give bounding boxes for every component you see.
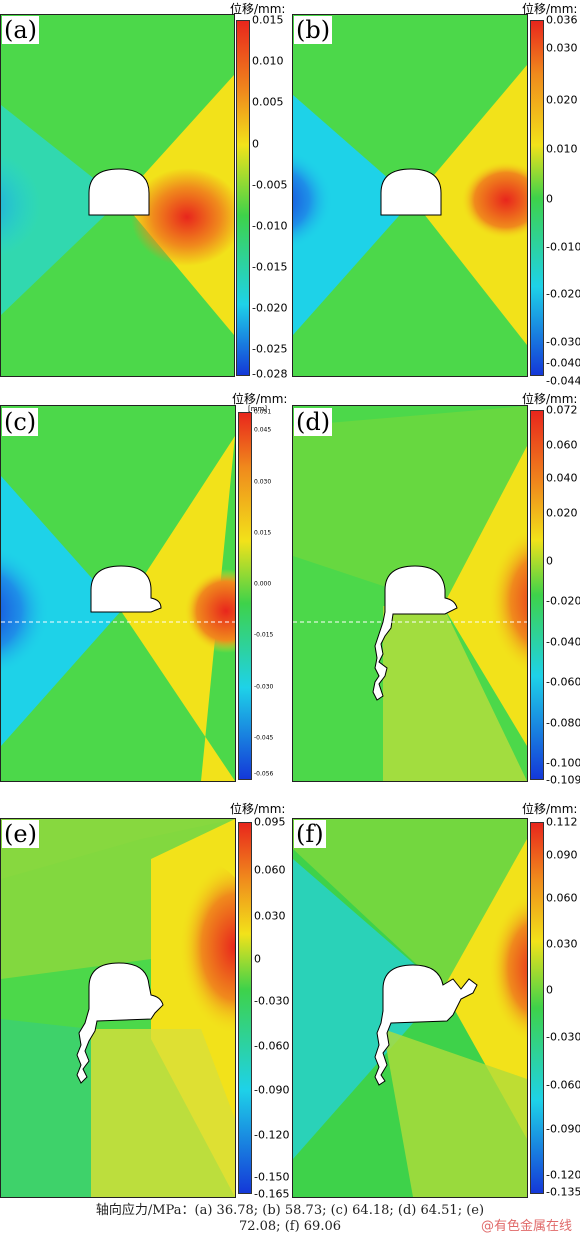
sub-unit-label: [mm] — [248, 405, 268, 413]
tick-label: 0.030 — [546, 41, 578, 55]
panel-label: (a) — [2, 16, 40, 44]
panel-label: (c) — [2, 408, 39, 436]
tick-label: 0.020 — [546, 506, 578, 520]
displacement-map-a — [0, 14, 235, 377]
tick-label: -0.135 — [546, 1185, 580, 1199]
tick-label: -0.044 — [546, 374, 580, 388]
colorbar — [530, 410, 544, 780]
tick-label: -0.015 — [252, 260, 288, 274]
tick-label: 0 — [254, 952, 261, 966]
colorbar — [530, 822, 544, 1194]
tick-label: -0.010 — [252, 219, 288, 233]
tick-label: -0.120 — [254, 1128, 290, 1142]
tick-label: -0.090 — [546, 1122, 580, 1136]
unit-label: 位移/mm: — [232, 392, 288, 406]
tick-label: 0.036 — [546, 13, 578, 27]
panel-label: (d) — [294, 408, 333, 436]
tick-label: 0.072 — [546, 403, 578, 417]
tick-label: 0.020 — [546, 93, 578, 107]
tick-label: 0.040 — [546, 471, 578, 485]
displacement-map-e — [0, 818, 236, 1198]
tick-label: -0.120 — [546, 1168, 580, 1182]
unit-label: 位移/mm: — [522, 2, 578, 16]
tick-label: -0.010 — [546, 240, 580, 254]
tick-label: -0.030 — [254, 994, 290, 1008]
unit-label: 位移/mm: — [522, 392, 578, 406]
tick-label: -0.080 — [546, 716, 580, 730]
tick-label: -0.015 — [254, 631, 274, 639]
tick-label: -0.045 — [254, 734, 274, 742]
tunnel-opening — [88, 168, 150, 216]
tick-label: 0.090 — [546, 848, 578, 862]
tick-label: -0.005 — [252, 178, 288, 192]
tick-label: 0.005 — [252, 95, 284, 109]
tick-label: 0.112 — [546, 815, 578, 829]
tick-label: -0.060 — [546, 675, 580, 689]
tick-label: 0 — [252, 137, 259, 151]
tunnel-opening — [372, 565, 458, 701]
panel-label: (e) — [2, 820, 39, 848]
colorbar — [236, 20, 250, 376]
tick-label: 0.051 — [254, 408, 272, 416]
tick-label: 0.060 — [546, 891, 578, 905]
tick-label: -0.165 — [254, 1187, 290, 1201]
tick-label: 0 — [546, 983, 553, 997]
tick-label: 0.010 — [546, 142, 578, 156]
tick-label: -0.020 — [546, 287, 580, 301]
tick-label: -0.030 — [254, 683, 274, 690]
tick-label: 0.045 — [254, 426, 272, 434]
watermark: @有色金属在线 — [480, 1219, 572, 1234]
tick-label: -0.060 — [254, 1039, 290, 1053]
tick-label: -0.109 — [546, 773, 580, 787]
unit-label: 位移/mm: — [230, 2, 286, 16]
colorbar — [530, 20, 544, 376]
tunnel-opening — [76, 962, 164, 1084]
unit-label: 位移/mm: — [522, 802, 578, 816]
tick-label: -0.030 — [546, 1030, 580, 1044]
tick-label: -0.028 — [252, 367, 288, 381]
tunnel-opening — [380, 168, 442, 216]
tick-label: 0 — [546, 554, 553, 568]
tick-label: -0.020 — [546, 594, 580, 608]
tick-label: 0.060 — [254, 863, 286, 877]
tick-label: -0.040 — [546, 635, 580, 649]
tunnel-opening — [374, 964, 478, 1086]
tick-label: -0.056 — [254, 770, 274, 778]
tick-label: 0.000 — [254, 580, 272, 588]
tick-label: -0.025 — [252, 342, 288, 356]
figure-caption-line-2: 72.08; (f) 69.06 — [238, 1219, 342, 1234]
displacement-map-d — [292, 405, 528, 782]
colorbar — [238, 822, 252, 1194]
panel-label: (f) — [294, 820, 326, 848]
tick-label: 0.030 — [546, 937, 578, 951]
tick-label: 0.030 — [254, 478, 272, 486]
tick-label: 0.095 — [254, 815, 286, 829]
tick-label: -0.030 — [546, 335, 580, 349]
displacement-map-b — [292, 14, 528, 377]
tick-label: -0.060 — [546, 1078, 580, 1092]
panel-label: (b) — [294, 16, 333, 44]
tick-label: 0 — [546, 192, 553, 206]
displacement-map-c — [0, 405, 236, 782]
tunnel-opening — [90, 565, 162, 613]
tick-label: 0.015 — [254, 529, 272, 537]
tick-label: -0.020 — [252, 301, 288, 315]
tick-label: 0.015 — [252, 13, 284, 27]
figure-caption-line-1: 轴向应力/MPa：(a) 36.78; (b) 58.73; (c) 64.18… — [95, 1203, 485, 1218]
tick-label: 0.060 — [546, 438, 578, 452]
tick-label: -0.090 — [254, 1083, 290, 1097]
unit-label: 位移/mm: — [230, 802, 286, 816]
tick-label: -0.100 — [546, 756, 580, 770]
tick-label: 0.030 — [254, 909, 286, 923]
displacement-map-f — [292, 818, 528, 1198]
tick-label: -0.040 — [546, 356, 580, 370]
colorbar — [238, 412, 252, 780]
tick-label: 0.010 — [252, 54, 284, 68]
tick-label: -0.150 — [254, 1170, 290, 1184]
